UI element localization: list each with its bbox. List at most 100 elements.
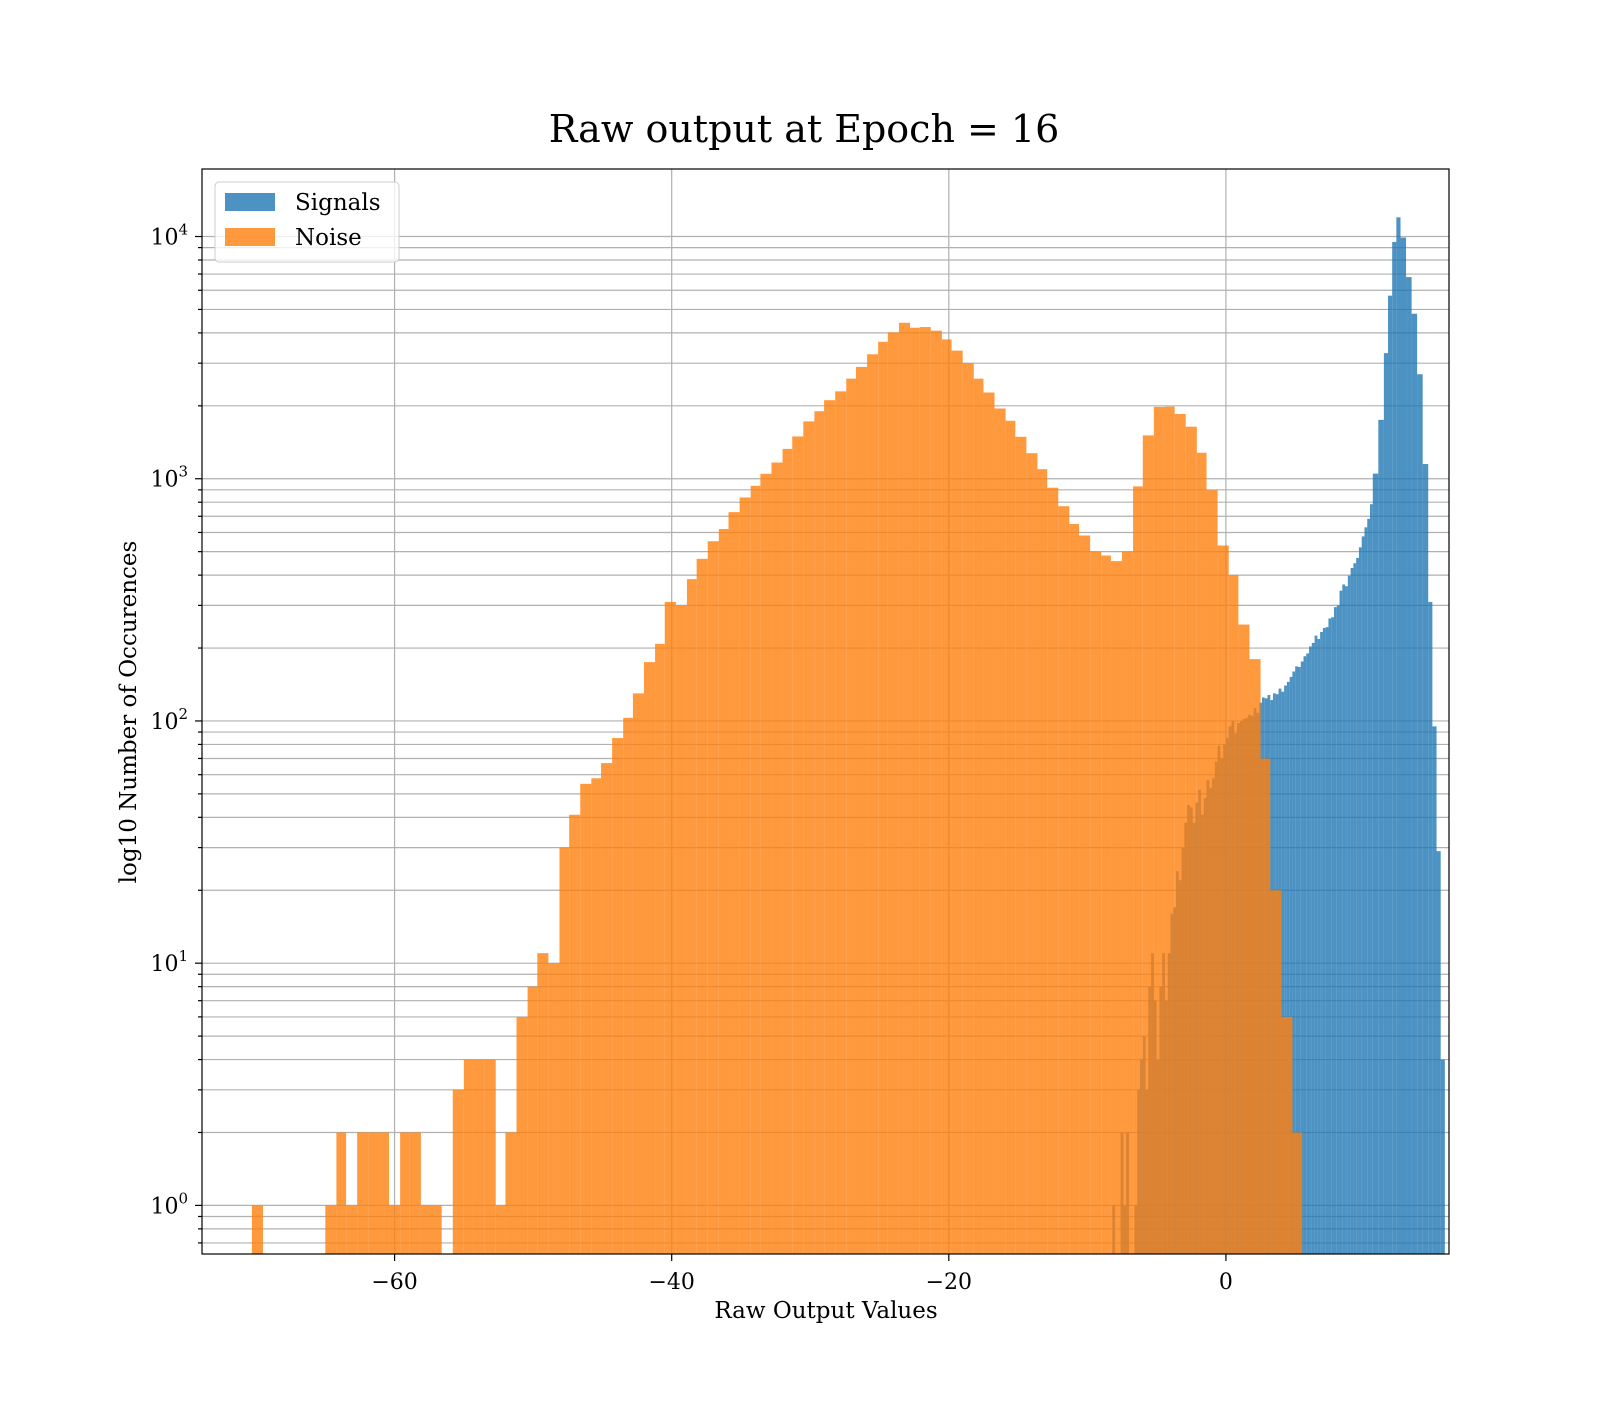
signals-bar [1353,563,1357,1254]
signals-bar [1392,241,1397,1254]
noise-bar [1101,555,1111,1254]
noise-bar [814,411,825,1254]
signals-bar [1297,667,1301,1254]
noise-bar [910,327,920,1254]
noise-bar [537,953,549,1254]
signals-legend-label: Signals [295,190,381,216]
noise-bar [473,1059,485,1254]
signals-bar [1314,635,1318,1254]
noise-bar [1005,420,1016,1255]
x-tick-label: −20 [926,1270,972,1295]
noise-bar [1185,426,1197,1254]
noise-bar [803,421,815,1254]
signals-bar [1388,295,1393,1255]
noise-bar [994,408,1006,1254]
noise-bar [930,330,942,1254]
noise-bar [1270,890,1282,1254]
noise-bar [686,579,697,1254]
legend: Signals Noise [214,181,400,263]
x-tick-label: −60 [371,1270,417,1295]
noise-bar [325,1205,337,1254]
noise-bar [1196,452,1207,1255]
signals-bar [1361,536,1365,1254]
noise-bar [432,1205,442,1254]
signals-bar [1286,681,1290,1254]
noise-bar [591,778,602,1254]
signals-bar [1289,676,1293,1254]
noise-bar [878,341,888,1254]
noise-bar [1228,575,1239,1254]
noise-legend-swatch [225,228,275,246]
noise-bar [835,391,847,1254]
signals-bar [1350,568,1354,1254]
y-tick-label: 102 [150,705,188,735]
noise-bar [855,366,868,1254]
signals-bar [1292,671,1296,1254]
noise-bar [463,1059,474,1254]
noise-bar [824,400,836,1254]
noise-bar [251,1205,263,1254]
signals-bar [1322,627,1326,1254]
noise-bar [1174,414,1186,1254]
noise-bar [867,354,879,1254]
noise-bar [707,541,719,1254]
noise-bar [336,1132,347,1254]
signals-bar [1342,584,1346,1254]
y-tick-label: 101 [150,947,188,977]
signals-bar [1303,656,1307,1254]
signals-bar [1370,504,1373,1254]
noise-bar [1217,545,1229,1254]
noise-bar [983,392,995,1254]
signals-bar [1284,685,1287,1254]
noise-bar [675,605,687,1254]
noise-bar [612,738,624,1254]
noise-bar [357,1132,369,1254]
noise-bar [973,378,984,1254]
noise-bar [1238,624,1250,1254]
noise-bar [420,1205,433,1254]
noise-bar [1153,406,1165,1254]
noise-bar [1206,490,1218,1254]
noise-bar [664,601,676,1254]
noise-bar [559,847,570,1254]
noise-bar [696,558,708,1254]
noise-bar [739,497,751,1255]
noise-bar [389,1205,401,1254]
signals-bar [1331,617,1334,1254]
x-tick-label: −40 [648,1270,694,1295]
noise-bar [771,462,783,1254]
signals-bar [1317,638,1321,1254]
signals-bar [1306,653,1310,1254]
signals-bar [1440,1059,1445,1254]
noise-bar [1260,758,1271,1254]
noise-bar [1164,406,1175,1255]
noise-series [251,322,1303,1255]
noise-bar [1069,524,1080,1254]
noise-bar [632,693,644,1254]
signals-bar [1320,631,1323,1254]
noise-bar [846,378,856,1254]
plot-frame [201,168,1450,1255]
noise-bar [941,339,952,1255]
y-tick-label: 103 [150,463,188,493]
signals-bar [1345,586,1348,1254]
noise-bar [452,1089,464,1254]
noise-bar [569,814,581,1254]
signals-bar [1396,217,1401,1255]
signals-bar [1309,646,1312,1254]
signals-bar [1417,374,1423,1254]
x-tick-label: 0 [1219,1270,1233,1295]
signals-bar [1436,851,1441,1254]
noise-bar [1249,659,1261,1254]
noise-bar [505,1132,517,1254]
noise-bar [516,1016,528,1254]
signals-bar [1281,691,1285,1254]
signals-bar [1411,313,1418,1254]
noise-bar [792,436,804,1254]
noise-bar [1292,1132,1303,1254]
signals-bar [1428,601,1433,1254]
noise-bar [346,1205,358,1254]
noise-bar [643,662,656,1254]
